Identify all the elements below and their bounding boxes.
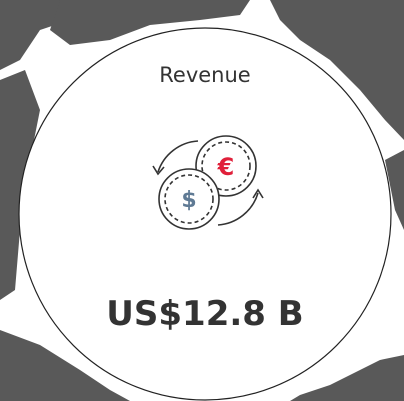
- dollar-symbol: $: [181, 188, 196, 213]
- card-label: Revenue: [159, 63, 250, 87]
- card-value: US$12.8 B: [106, 294, 303, 334]
- euro-symbol: €: [217, 153, 235, 181]
- currency-icon: [152, 135, 264, 230]
